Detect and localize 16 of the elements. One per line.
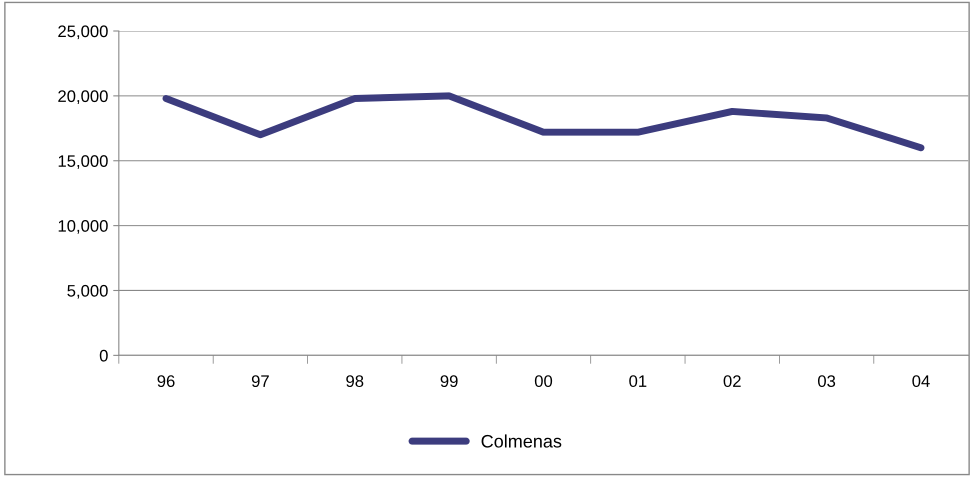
y-tick-label: 5,000: [67, 284, 108, 299]
x-tick-label: 00: [534, 375, 552, 388]
x-tick-label: 96: [158, 375, 175, 388]
x-tick-label: 02: [724, 375, 741, 388]
y-tick-label: 25,000: [58, 25, 108, 40]
x-tick-label: 01: [629, 375, 646, 388]
x-tick-label: 97: [252, 375, 269, 388]
x-tick-label: 03: [818, 375, 836, 388]
y-tick-label: 15,000: [58, 155, 108, 169]
x-tick-label: 98: [346, 375, 364, 388]
x-tick-label: 04: [912, 375, 930, 388]
legend-label: Colmenas: [482, 434, 562, 448]
y-tick-label: 0: [100, 350, 108, 362]
y-tick-label: 20,000: [58, 90, 108, 104]
x-tick-label: 99: [440, 375, 458, 388]
y-tick-label: 10,000: [58, 220, 108, 234]
